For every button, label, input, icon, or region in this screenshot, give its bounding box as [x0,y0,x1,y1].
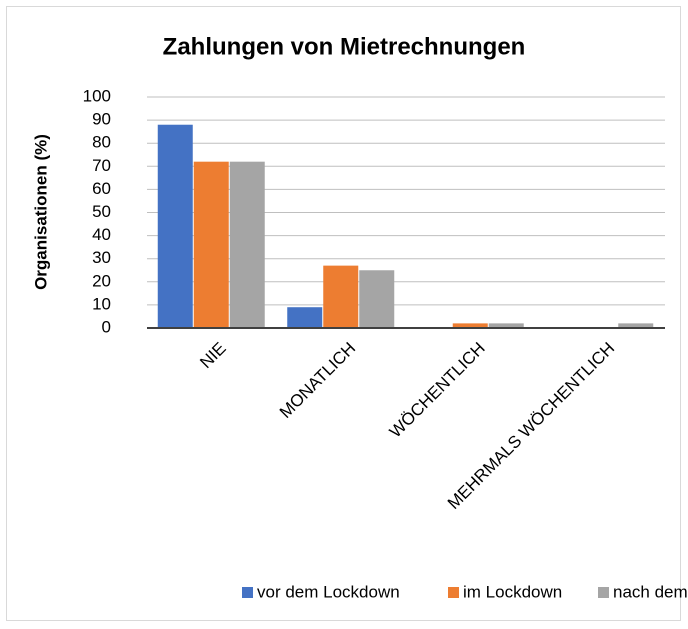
bar [193,161,229,328]
y-tick-label: 40 [92,225,111,244]
y-tick-label: 70 [92,156,111,175]
y-tick-label: 10 [92,294,111,313]
bar [618,323,654,328]
y-tick-label: 20 [92,271,111,290]
y-tick-label: 80 [92,133,111,152]
y-tick-label: 50 [92,202,111,221]
bar [452,323,488,328]
y-tick-label: 60 [92,179,111,198]
legend-label: vor dem Lockdown [257,582,400,601]
bar [488,323,524,328]
bar [359,270,395,328]
chart-title: Zahlungen von Mietrechnungen [163,33,526,60]
legend-label: im Lockdown [463,582,562,601]
y-tick-label: 90 [92,110,111,129]
bar [287,307,323,328]
legend-swatch [448,587,459,598]
y-tick-label: 100 [83,86,111,105]
y-tick-label: 0 [102,317,111,336]
bar [229,161,265,328]
legend-label: nach dem Lockdown [613,582,688,601]
y-tick-label: 30 [92,248,111,267]
bar [323,265,359,328]
bar [157,124,193,328]
legend-swatch [598,587,609,598]
y-axis-label: Organisationen (%) [31,134,50,290]
legend-swatch [242,587,253,598]
